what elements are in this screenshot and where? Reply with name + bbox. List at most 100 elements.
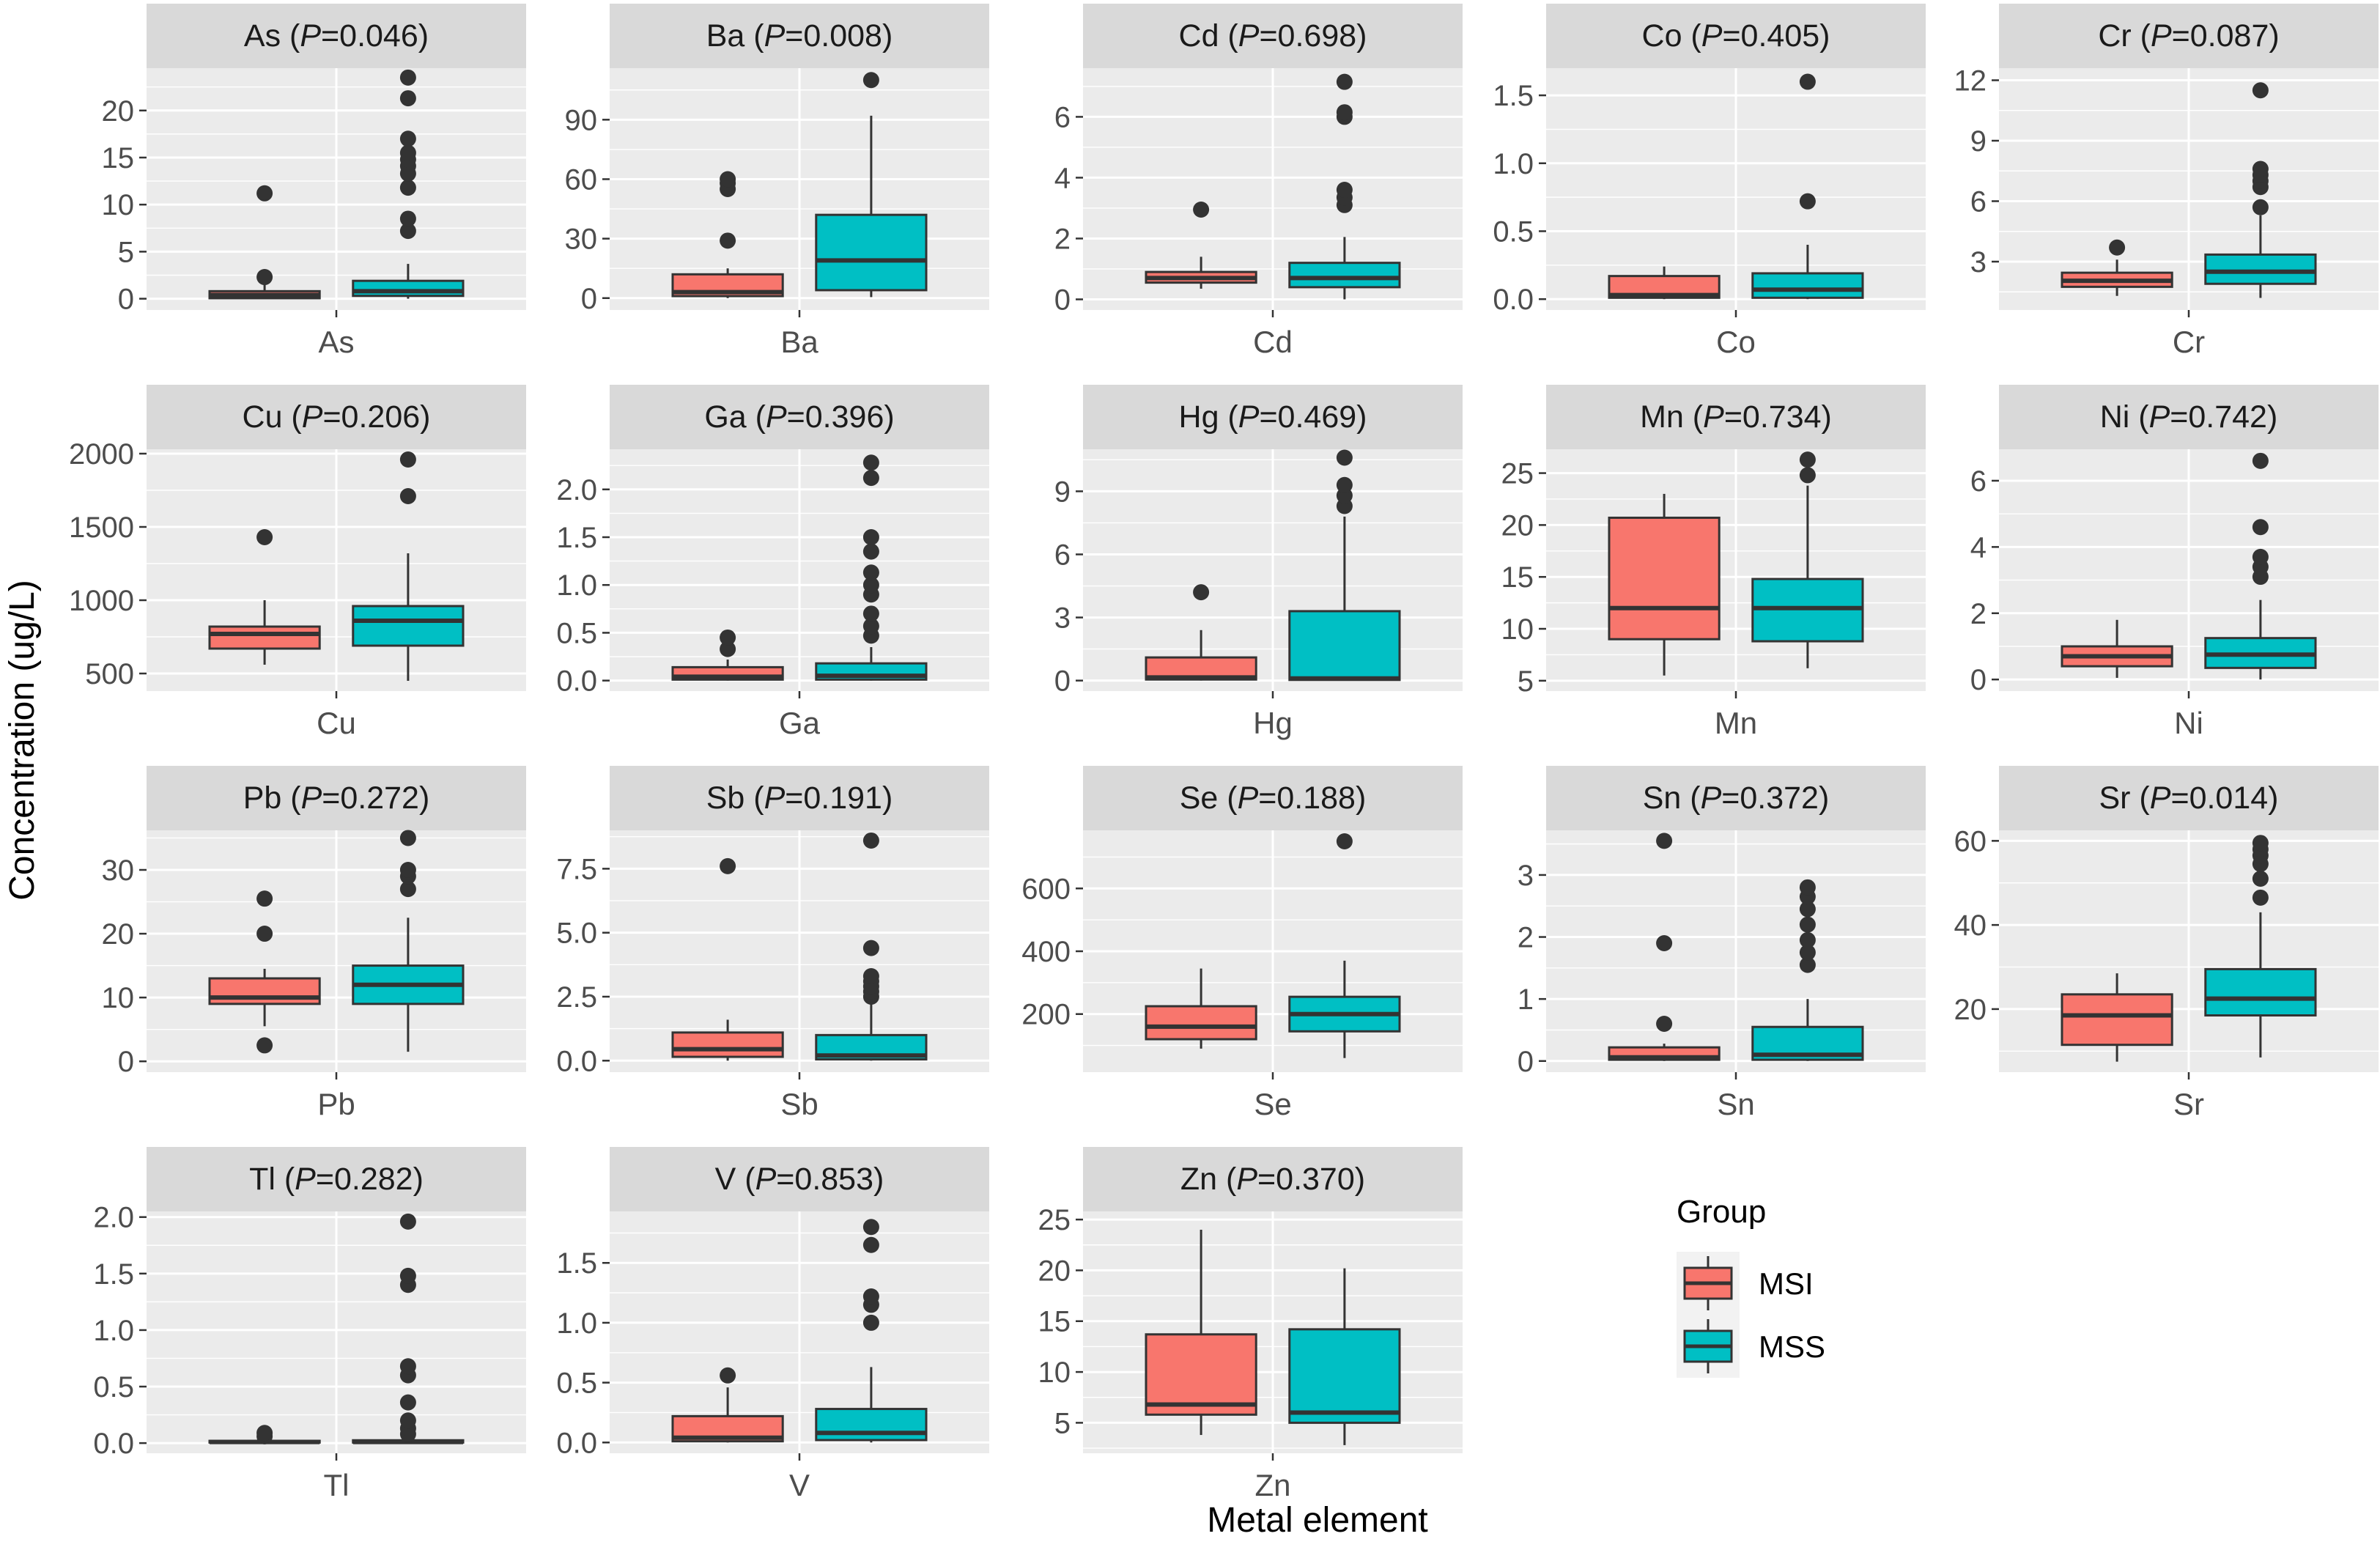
strip-label-value: =0.370) — [1257, 1162, 1365, 1197]
x-tick-label: Pb — [317, 1087, 355, 1121]
y-tick-label: 20 — [1038, 1255, 1071, 1287]
box-iqr — [2204, 253, 2317, 285]
box-mss-sr — [2204, 835, 2317, 1058]
y-tick-label: 0.5 — [556, 617, 597, 649]
outlier-point — [720, 232, 736, 249]
outlier-point — [2252, 889, 2269, 906]
outlier-point — [256, 529, 273, 545]
strip-label-value: =0.742) — [2170, 399, 2277, 435]
box-msi-pb — [208, 890, 321, 1054]
strip-label: Cd (P=0.698) — [1179, 18, 1367, 53]
strip-label-value: =0.282) — [316, 1162, 424, 1197]
strip-label-p: P — [295, 1162, 316, 1197]
strip-zn — [1083, 1147, 1463, 1211]
strip-label: Tl (P=0.282) — [249, 1162, 424, 1197]
strip-ba — [610, 4, 989, 68]
strip-label-element: Co ( — [1642, 18, 1702, 53]
strip-label: Ba (P=0.008) — [706, 18, 893, 53]
panel-cu: Cu (P=0.206) 500 1000 1500 2000 Cu — [69, 385, 526, 740]
y-tick-label: 20 — [1501, 509, 1534, 542]
outlier-point — [1799, 467, 1816, 484]
box-iqr — [208, 625, 321, 650]
box-iqr — [1145, 1333, 1257, 1416]
y-tick-label: 400 — [1021, 936, 1071, 968]
strip-label-value: =0.188) — [1258, 780, 1366, 816]
strip-as — [147, 4, 526, 68]
y-tick-label: 12 — [1954, 65, 1987, 97]
outlier-point — [862, 454, 879, 471]
box-mss-hg — [1288, 449, 1401, 682]
box-iqr — [2061, 993, 2173, 1047]
y-tick-label: 2000 — [69, 438, 134, 470]
strip-label-element: Pb ( — [243, 780, 302, 816]
x-tick-label: V — [789, 1468, 810, 1502]
box-mss-se — [1288, 833, 1401, 1058]
box-mss-cd — [1288, 73, 1401, 300]
y-tick-label: 25 — [1038, 1204, 1071, 1236]
strip-pb — [147, 766, 526, 830]
strip-label-p: P — [1238, 780, 1259, 816]
panel-sn: Sn (P=0.372) 0 1 2 3 Sn — [1518, 766, 1926, 1121]
strip-label-element: Tl ( — [249, 1162, 295, 1197]
panel-tl: Tl (P=0.282) 0.0 0.5 1.0 1.5 2.0 Tl — [93, 1147, 526, 1502]
panel-hg: Hg (P=0.469) 0 3 6 9 Hg — [1054, 385, 1463, 740]
box-mss-as — [352, 69, 465, 299]
strip-label-element: Ni ( — [2100, 399, 2150, 435]
outlier-point — [256, 185, 273, 202]
panel-ni: Ni (P=0.742) 0 2 4 6 Ni — [1970, 385, 2379, 740]
y-tick-label: 15 — [102, 142, 135, 174]
y-tick-label: 30 — [565, 224, 598, 256]
box-mss-zn — [1288, 1268, 1401, 1445]
y-tick-label: 0.0 — [1493, 284, 1534, 316]
y-tick-label: 5 — [1054, 1407, 1071, 1439]
box-msi-sb — [671, 857, 784, 1061]
y-tick-label: 500 — [85, 658, 134, 690]
strip-label-element: Se ( — [1180, 780, 1238, 816]
box-mss-cu — [352, 451, 465, 681]
y-tick-label: 3 — [1054, 602, 1071, 635]
y-tick-label: 2.0 — [556, 474, 597, 506]
strip-mn — [1546, 385, 1926, 449]
strip-sr — [1999, 766, 2379, 830]
outlier-point — [1799, 73, 1816, 90]
strip-label-element: Cu ( — [243, 399, 303, 435]
strip-label: Ni (P=0.742) — [2100, 399, 2278, 435]
box-msi-zn — [1145, 1229, 1257, 1436]
box-mss-cr — [2204, 82, 2317, 298]
outlier-point — [720, 629, 736, 646]
legend-key-msi: MSI — [1677, 1252, 1814, 1315]
outlier-point — [1193, 202, 1210, 218]
box-msi-sr — [2061, 973, 2173, 1062]
box-msi-cr — [2061, 239, 2173, 296]
strip-label-p: P — [2149, 399, 2170, 435]
y-tick-label: 1500 — [69, 512, 134, 544]
box-iqr — [1608, 516, 1721, 641]
outlier-point — [862, 968, 879, 985]
box-iqr — [1751, 272, 1864, 299]
outlier-point — [1336, 73, 1353, 90]
x-tick-label: Se — [1254, 1087, 1291, 1121]
y-tick-label: 2.5 — [556, 981, 597, 1014]
y-tick-label: 10 — [102, 982, 135, 1014]
box-msi-se — [1145, 968, 1257, 1049]
y-tick-label: 0 — [118, 1046, 134, 1078]
strip-label-value: =0.014) — [2170, 780, 2278, 816]
x-axis-title: Metal element — [1207, 1501, 1427, 1540]
strip-label: Ga (P=0.396) — [704, 399, 894, 435]
outlier-point — [862, 940, 879, 956]
strip-label-p: P — [1701, 780, 1722, 816]
box-msi-co — [1608, 266, 1721, 300]
outlier-point — [720, 1367, 736, 1384]
box-msi-as — [208, 185, 321, 300]
box-msi-v — [671, 1367, 784, 1443]
y-tick-label: 1.5 — [1493, 80, 1534, 112]
outlier-point — [1799, 916, 1816, 933]
y-tick-label: 9 — [1970, 125, 1987, 158]
strip-label-element: Cd ( — [1179, 18, 1239, 53]
x-tick-label: Co — [1716, 325, 1756, 359]
y-tick-label: 2 — [1518, 922, 1534, 954]
y-tick-label: 2.0 — [93, 1202, 134, 1234]
outlier-point — [862, 564, 879, 581]
y-tick-label: 600 — [1021, 873, 1071, 905]
strip-label-element: Sn ( — [1643, 780, 1701, 816]
